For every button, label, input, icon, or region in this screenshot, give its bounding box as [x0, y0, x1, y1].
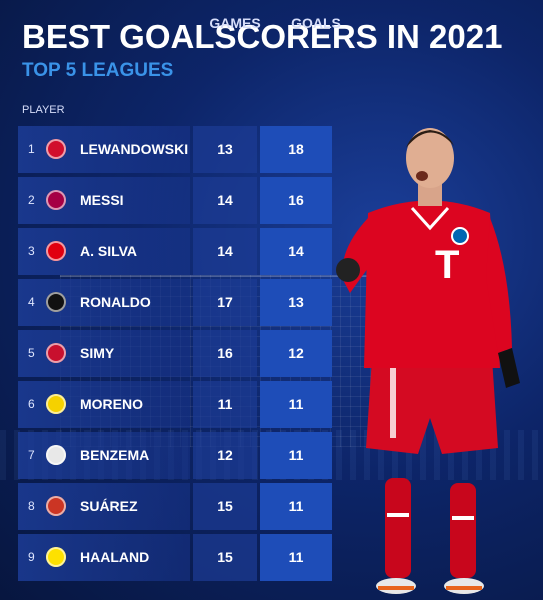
player-photo: T: [336, 128, 520, 594]
table-row: 2 MESSI 14 16: [18, 177, 332, 224]
crotone-logo: [46, 343, 66, 363]
row-goals-cell: [260, 126, 332, 173]
row-goals-value: 11: [288, 549, 304, 565]
table-row: 1 LEWANDOWSKI 13 18: [18, 126, 332, 173]
table-row: 9 HAALAND 15 11: [18, 534, 332, 581]
row-goals-cell: [260, 228, 332, 275]
row-goals-value: 12: [288, 345, 304, 361]
page-title: BEST GOALSCORERS IN 2021: [22, 18, 503, 55]
row-games-cell: [193, 228, 257, 275]
row-games-cell: [193, 279, 257, 326]
row-games-value: 14: [217, 192, 233, 208]
row-rank: 6: [28, 397, 35, 411]
row-games-value: 15: [217, 549, 233, 565]
row-goals-value: 11: [288, 498, 304, 514]
row-player-name: MORENO: [80, 396, 143, 412]
row-games-value: 12: [217, 447, 233, 463]
row-rank: 9: [28, 550, 35, 564]
row-games-value: 17: [217, 294, 233, 310]
row-player-name: A. SILVA: [80, 243, 138, 259]
row-goals-cell: [260, 534, 332, 581]
row-goals-cell: [260, 432, 332, 479]
row-games-value: 15: [217, 498, 233, 514]
row-goals-value: 11: [288, 396, 304, 412]
table-row: 8 SUÁREZ 15 11: [18, 483, 332, 530]
row-player-name: SUÁREZ: [80, 498, 138, 514]
table-row: 6 MORENO 11 11: [18, 381, 332, 428]
table-row: 3 A. SILVA 14 14: [18, 228, 332, 275]
svg-text:T: T: [435, 243, 459, 287]
row-games-value: 13: [217, 141, 233, 157]
row-goals-cell: [260, 279, 332, 326]
real-madrid-logo: [46, 445, 66, 465]
row-goals-value: 18: [288, 141, 304, 157]
row-player-name: LEWANDOWSKI: [80, 141, 189, 157]
row-games-value: 11: [217, 396, 233, 412]
row-player-name: RONALDO: [80, 294, 151, 310]
dortmund-logo: [46, 547, 66, 567]
row-rank: 8: [28, 499, 35, 513]
row-goals-cell: [260, 483, 332, 530]
row-games-value: 16: [217, 345, 233, 361]
row-rank: 3: [28, 244, 35, 258]
row-rank: 2: [28, 193, 35, 207]
row-rank: 1: [28, 142, 35, 156]
row-games-cell: [193, 483, 257, 530]
barcelona-logo: [46, 190, 66, 210]
row-goals-cell: [260, 330, 332, 377]
row-games-cell: [193, 381, 257, 428]
column-header-goals: GOALS: [291, 15, 341, 31]
table-row: 4 RONALDO 17 13: [18, 279, 332, 326]
row-rank: 4: [28, 295, 35, 309]
row-goals-value: 13: [288, 294, 304, 310]
row-player-name: MESSI: [80, 192, 124, 208]
juventus-logo: [46, 292, 66, 312]
row-games-cell: [193, 432, 257, 479]
row-goals-value: 14: [288, 243, 304, 259]
frankfurt-logo: [46, 241, 66, 261]
villarreal-logo: [46, 394, 66, 414]
column-header-player: PLAYER: [22, 104, 65, 116]
row-player-name: SIMY: [80, 345, 115, 361]
row-player-name: BENZEMA: [80, 447, 150, 463]
table-row: 5 SIMY 16 12: [18, 330, 332, 377]
row-goals-value: 16: [288, 192, 304, 208]
table-row: 7 BENZEMA 12 11: [18, 432, 332, 479]
column-header-games: GAMES: [209, 15, 261, 31]
row-rank: 7: [28, 448, 35, 462]
row-rank: 5: [28, 346, 35, 360]
row-goals-cell: [260, 177, 332, 224]
row-games-cell: [193, 534, 257, 581]
row-games-cell: [193, 330, 257, 377]
row-games-cell: [193, 177, 257, 224]
row-goals-cell: [260, 381, 332, 428]
row-player-name: HAALAND: [80, 549, 150, 565]
row-games-value: 14: [217, 243, 233, 259]
row-goals-value: 11: [288, 447, 304, 463]
bayern-logo: [46, 139, 66, 159]
page-subtitle: TOP 5 LEAGUES: [22, 60, 174, 81]
row-games-cell: [193, 126, 257, 173]
atletico-logo: [46, 496, 66, 516]
